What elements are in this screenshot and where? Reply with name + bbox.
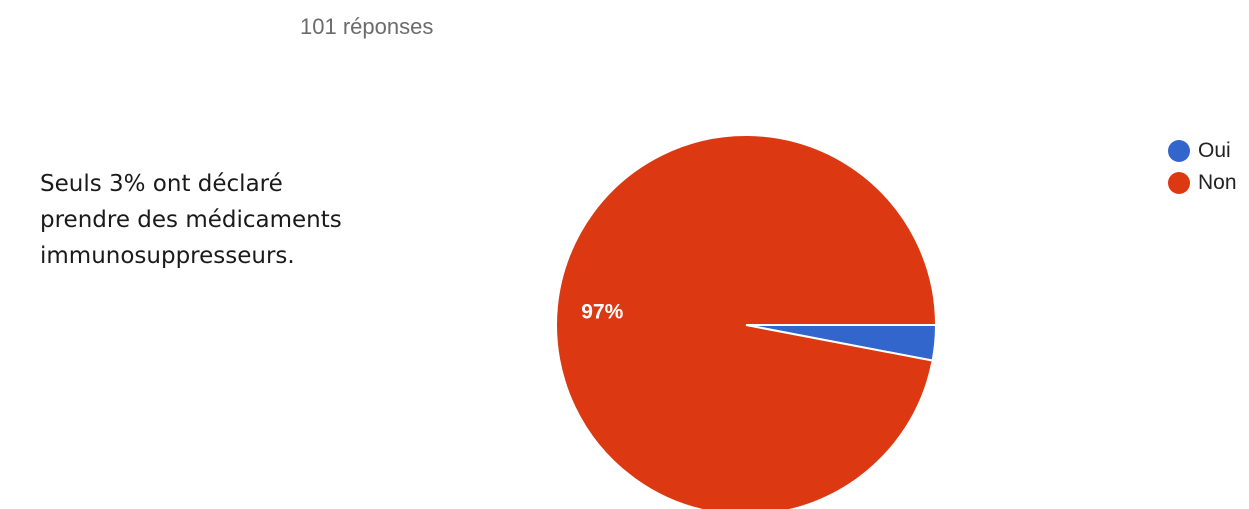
- legend-item-oui[interactable]: Oui: [1168, 135, 1237, 167]
- legend-swatch-non: [1168, 172, 1190, 194]
- pie-slice-non[interactable]: [555, 134, 938, 509]
- chart-caption: Seuls 3% ont déclaré prendre des médicam…: [40, 171, 342, 269]
- legend-item-non[interactable]: Non: [1168, 167, 1237, 199]
- response-count: 101 réponses: [300, 14, 434, 39]
- legend-swatch-oui: [1168, 140, 1190, 162]
- pie-label-non: 97%: [581, 300, 623, 323]
- chart-legend: Oui Non: [1168, 135, 1237, 199]
- legend-label-non: Non: [1198, 171, 1237, 194]
- legend-label-oui: Oui: [1198, 139, 1231, 162]
